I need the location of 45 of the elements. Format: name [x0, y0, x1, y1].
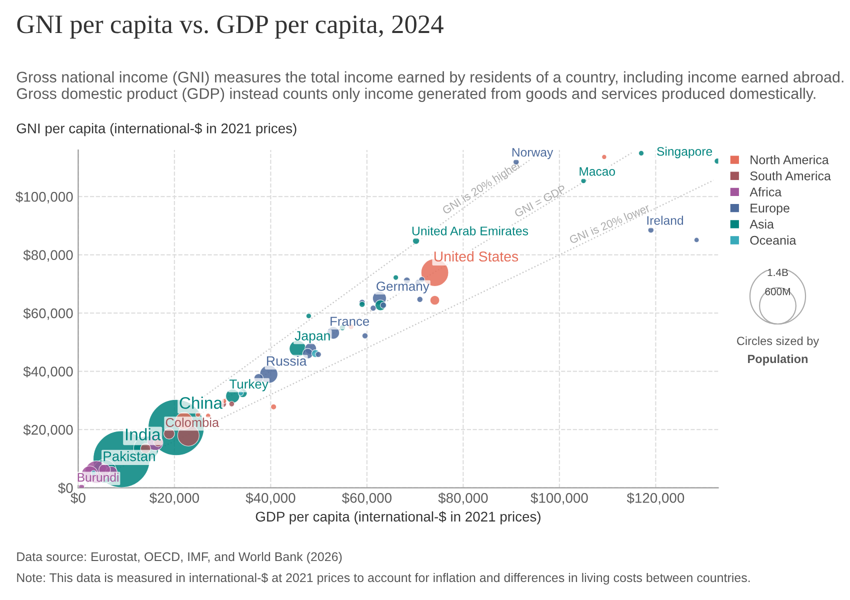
x-tick-label: $100,000 — [530, 492, 588, 505]
data-label: Macao — [580, 167, 615, 176]
data-label: Pakistan — [104, 451, 155, 462]
legend-label: Europe — [750, 204, 790, 215]
data-label: Singapore — [657, 146, 712, 158]
data-label: Germany — [376, 282, 430, 294]
x-tick-label: $40,000 — [246, 492, 296, 505]
data-label: Colombia — [166, 418, 220, 428]
text: Population — [748, 354, 808, 366]
y-tick-label: $40,000 — [23, 366, 73, 378]
x-axis-title: GDP per capita (international-$ in 2021 prices) — [256, 511, 540, 524]
data-label: India — [126, 428, 161, 440]
y-tick-label: $0 — [58, 482, 73, 494]
data-label: United Arab Emirates — [412, 226, 528, 236]
legend-label: South America — [750, 171, 831, 180]
legend-label: Africa — [750, 187, 782, 196]
data-label: Japan — [294, 331, 330, 344]
data-label: China — [180, 396, 223, 409]
x-tick-label: $120,000 — [626, 492, 684, 505]
legend-label: North America — [750, 155, 829, 164]
chart-title: GNI per capita vs. GDP per capita, 2024 — [17, 15, 444, 39]
source-note: Data source: Eurostat, OECD, IMF, and World Bank (2026) — [17, 552, 342, 564]
y-tick-label: $60,000 — [23, 308, 73, 320]
text: Note: This data is measured in international-$ at 2021 prices to account for inflation and differences in living costs between countries. — [17, 572, 750, 585]
data-label: United States — [434, 251, 518, 262]
legend-label: 600M — [765, 288, 790, 296]
text: Circles sized by — [737, 336, 820, 348]
x-tick-label: $80,000 — [438, 492, 488, 505]
y-tick-label: $20,000 — [23, 424, 73, 436]
text: GNI = GDP — [514, 184, 567, 218]
y-axis-title: GNI per capita (international-$ in 2021 prices) — [16, 122, 296, 136]
chart-subtitle: Gross national income (GNI) measures the total income earned by residents of a country, including income earned abroad. Gross domestic product (GDP) instead counts only income generated from goods and services produced domestically. — [16, 71, 844, 102]
x-tick-label: $20,000 — [150, 492, 200, 505]
legend-label: 1.4B — [768, 268, 788, 276]
data-label: France — [330, 316, 370, 326]
legend-label: Asia — [750, 219, 774, 229]
x-tick-label: $60,000 — [342, 492, 392, 505]
x-tick-label: $0 — [70, 492, 86, 504]
legend-label: Oceania — [750, 236, 796, 245]
y-tick-label: $100,000 — [16, 191, 73, 204]
y-tick-label: $80,000 — [23, 250, 73, 262]
data-label: Turkey — [229, 379, 268, 392]
data-label: Russia — [266, 356, 307, 366]
data-label: Burundi — [78, 472, 118, 482]
data-label: Norway — [512, 148, 554, 160]
